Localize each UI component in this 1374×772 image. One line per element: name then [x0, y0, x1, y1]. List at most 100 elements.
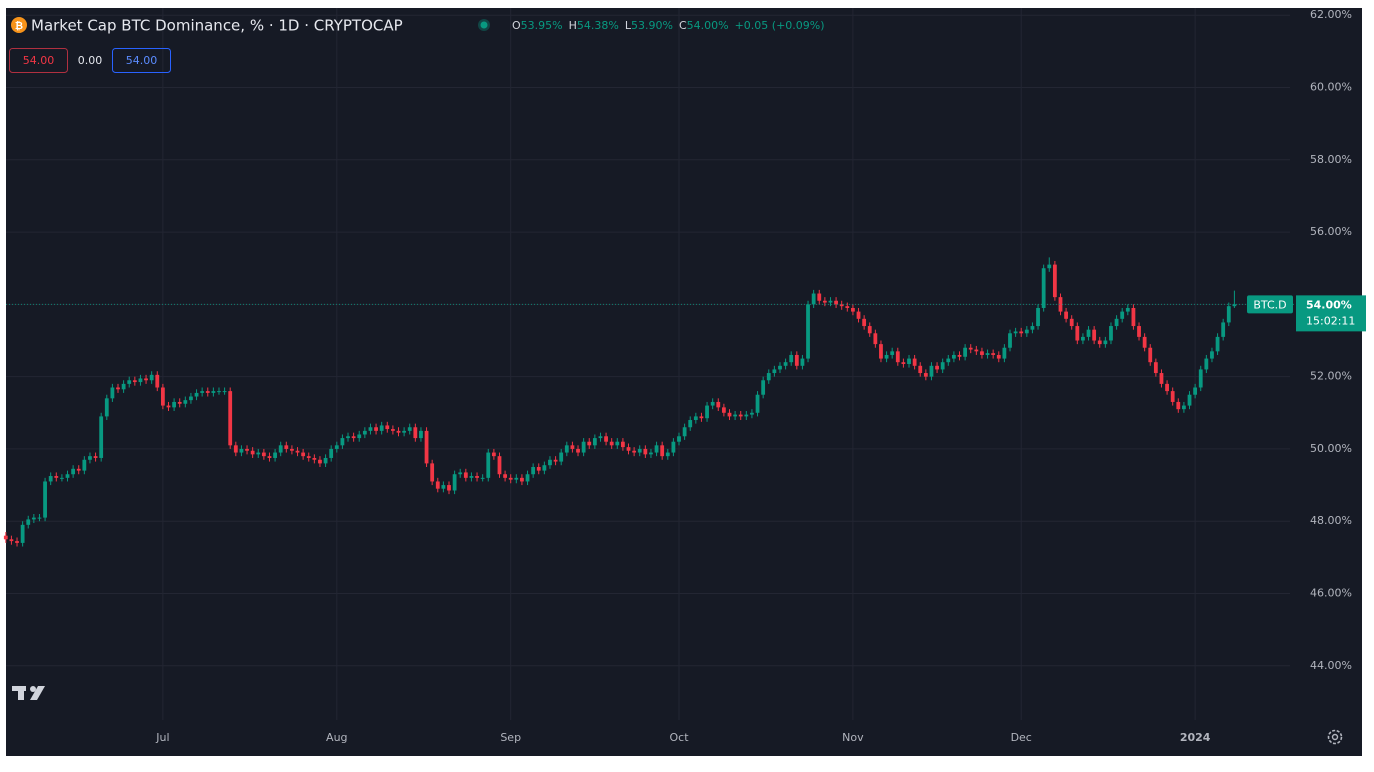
candle-body [172, 401, 177, 408]
candle-body [256, 452, 261, 455]
candle-body [957, 354, 962, 357]
candle-body [615, 441, 620, 446]
candle-body [1120, 311, 1125, 319]
candle-body [548, 459, 552, 466]
candle-body [318, 459, 322, 464]
candle-body [228, 391, 233, 446]
candle-body [76, 468, 81, 471]
candle-body [329, 448, 334, 458]
candle-body [60, 477, 64, 479]
candle-body [901, 362, 906, 364]
candle-body [817, 293, 822, 301]
candle-body [789, 354, 794, 363]
candle-body [721, 407, 726, 413]
candle-body [879, 344, 883, 359]
candle-body [996, 354, 1001, 359]
overlay: 44.00% 46.00% 48.00% 50.00% 52.00% 54.00% 56.0… [6, 8, 1366, 744]
candle-body [968, 347, 973, 350]
input-box[interactable] [9, 48, 68, 73]
candle-body [1193, 387, 1198, 395]
candle-body [407, 427, 412, 431]
candle-body [116, 387, 120, 390]
candle-body [794, 354, 799, 366]
candle-body [1097, 340, 1102, 345]
candle-body [772, 369, 777, 374]
candle-body [26, 519, 31, 525]
candle-body [160, 387, 165, 406]
candle-body [273, 452, 277, 458]
candle-body [727, 412, 732, 417]
candle-body [559, 452, 564, 462]
candle-body [149, 374, 154, 381]
candle-body [413, 427, 418, 439]
candle-body [183, 400, 188, 404]
candle-body [295, 450, 300, 453]
logo-part [18, 686, 24, 700]
candle-body [346, 436, 350, 439]
candle-body [564, 445, 569, 453]
candle-body [250, 450, 255, 455]
logo[interactable] [12, 686, 45, 700]
input-box[interactable] [112, 48, 171, 73]
candle-body [581, 441, 586, 453]
ohlc-legend: O53.95% H54.38% L53.90% C54.00% +0.05 (+0.09… [512, 19, 825, 32]
candle-body [980, 351, 984, 355]
candle-body [480, 477, 485, 479]
candle-body [110, 387, 115, 399]
x-tick-label: Sep [500, 731, 521, 744]
candle-body [822, 300, 827, 303]
candle-body [783, 362, 788, 366]
candle-body [671, 441, 676, 453]
candle-body [570, 445, 575, 449]
chart-title: Market Cap BTC Dominance, % · 1D · CRYPT… [31, 17, 403, 35]
candle-body [1215, 336, 1220, 352]
candle-body [3, 535, 8, 540]
candle-body [362, 430, 367, 435]
candle-body [200, 391, 205, 393]
candle-body [508, 477, 513, 480]
candle-body [1232, 304, 1237, 307]
settings-button[interactable] [1327, 729, 1343, 745]
candle-body [1019, 331, 1024, 334]
candle-body [598, 436, 603, 439]
ohlc-value: 54.00% [687, 19, 729, 32]
candle-body [497, 456, 502, 475]
candle-body [1024, 329, 1029, 334]
candle-body [419, 430, 423, 439]
candle-body [951, 354, 956, 359]
input-value: 0.00 [78, 54, 103, 67]
x-tick-label: Dec [1011, 731, 1032, 744]
candle-body [1182, 405, 1186, 410]
candle-body [621, 441, 625, 448]
candle-body [1109, 326, 1113, 341]
candle-body [1036, 307, 1040, 327]
candle-body [907, 358, 911, 364]
candle-body [430, 463, 435, 482]
candle-body [660, 445, 665, 457]
candle-body [127, 380, 132, 384]
candle-body [604, 436, 608, 442]
candle-body [205, 391, 210, 393]
candle-body [37, 517, 42, 519]
candle-body [9, 539, 14, 542]
candle-body [1058, 297, 1063, 312]
candle-body [1052, 264, 1057, 298]
candle-body [1008, 333, 1012, 348]
y-tick-label: 62.00% [1310, 8, 1352, 21]
candle-body [1075, 326, 1080, 341]
candle-body [665, 452, 670, 457]
candle-body [839, 304, 844, 307]
candle-body [761, 380, 766, 395]
ohlc-value: 54.38% [577, 19, 619, 32]
candle-body [974, 349, 979, 352]
candle-body [390, 429, 395, 431]
candle-body [144, 378, 148, 381]
candle-body [475, 476, 479, 478]
candle-body [284, 445, 289, 449]
candle-body [710, 401, 715, 406]
candle-body [766, 373, 771, 381]
candle-body [520, 477, 524, 482]
candle-body [587, 441, 592, 446]
candle-body [963, 347, 968, 357]
